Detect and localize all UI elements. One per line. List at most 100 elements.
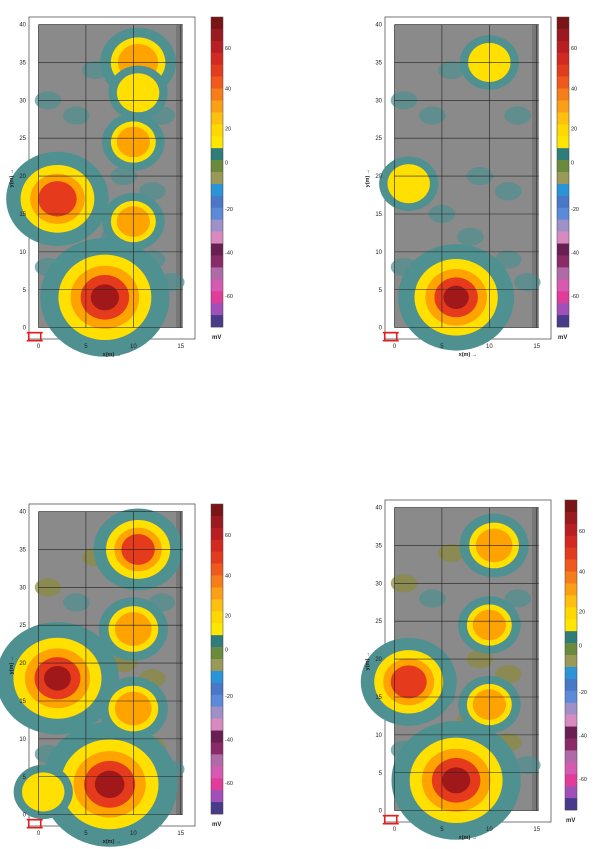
y-tick-label: 40 (375, 506, 382, 512)
colorbar-swatch (211, 136, 223, 149)
colorbar-swatch (211, 718, 223, 731)
y-tick-label: 25 (375, 136, 382, 142)
colorbar-swatch (557, 231, 569, 244)
anomaly-peak-5 (108, 65, 168, 120)
colorbar-tick-label: -40 (225, 251, 233, 257)
anomaly-peak-0 (398, 244, 515, 351)
survey-origin-icon (26, 331, 43, 342)
colorbar-tick-label: 40 (571, 86, 577, 92)
colorbar-swatch (211, 766, 223, 779)
x-axis-label: x(m) → (459, 352, 478, 358)
colorbar-swatch (211, 160, 223, 173)
colorbar-unit: mV (212, 822, 221, 828)
colorbar-swatch (211, 64, 223, 77)
x-tick-label: 10 (486, 344, 493, 350)
colorbar-swatch (557, 124, 569, 137)
colorbar-swatch (211, 100, 223, 113)
noise-patch (504, 106, 532, 125)
x-tick-label: 0 (37, 831, 41, 837)
colorbar-swatch (557, 64, 569, 77)
y-axis-label: y(m) → (365, 652, 371, 671)
y-tick-label: 35 (19, 547, 26, 553)
colorbar-tick-label: 20 (225, 127, 231, 133)
y-tick-label: 5 (23, 775, 27, 781)
colorbar-border (564, 499, 578, 811)
x-tick-label: 0 (393, 344, 397, 350)
grid-lines (394, 24, 539, 328)
anomaly-ring (44, 665, 71, 691)
noise-patch (63, 106, 90, 125)
x-tick-label: 10 (130, 344, 137, 350)
colorbar-swatch (565, 774, 577, 787)
colorbar-swatch (211, 52, 223, 65)
heatmap-panel-bottom-right: 0 5 10 15 0 5 10 15 20 25 30 35 40 x(m) → y(m) → 60 40 20… (360, 499, 587, 841)
noise-patch (495, 250, 522, 269)
colorbar-swatch (557, 160, 569, 173)
colorbar-tick-label: 0 (225, 648, 228, 654)
colorbar-swatch (557, 17, 569, 30)
colorbar-border (210, 503, 224, 815)
anomaly-ring (441, 767, 471, 794)
colorbar-unit: mV (212, 335, 221, 341)
colorbar-swatch (565, 750, 577, 763)
anomaly-peak-1 (379, 156, 439, 211)
colorbar-swatch (211, 611, 223, 624)
y-tick-label: 35 (19, 60, 26, 66)
colorbar-swatch (211, 587, 223, 600)
colorbar-swatch (211, 243, 223, 256)
survey-field (6, 24, 185, 357)
y-tick-label: 20 (375, 657, 382, 663)
colorbar-swatch (211, 659, 223, 672)
y-tick-label: 5 (379, 771, 383, 777)
colorbar-swatch (211, 267, 223, 280)
colorbar-swatch (557, 76, 569, 89)
colorbar-swatch (211, 195, 223, 209)
grid-lines (38, 511, 183, 815)
colorbar-swatch (211, 694, 223, 707)
colorbar-swatch (565, 702, 577, 715)
noise-patch (495, 182, 522, 201)
colorbar-border (210, 16, 224, 328)
y-tick-label: 15 (19, 212, 26, 218)
anomaly-ring (390, 665, 427, 699)
colorbar: 60 40 20 0 -20 -40 -60 mV (556, 16, 579, 341)
colorbar-swatch (211, 172, 223, 185)
x-tick-label: 0 (393, 827, 397, 833)
colorbar-swatch (557, 315, 569, 328)
colorbar-tick-label: 60 (225, 46, 231, 52)
colorbar-swatch (565, 571, 577, 584)
colorbar: 60 40 20 0 -20 -40 -60 mV (210, 503, 233, 828)
colorbar-tick-label: -20 (225, 694, 233, 700)
noise-patch (514, 756, 541, 775)
y-tick-label: 10 (19, 250, 26, 256)
colorbar-swatch (557, 172, 569, 185)
heatmap-panel-bottom-left: 0 5 10 15 0 5 10 15 20 25 30 35 40 x(m) → y(m) → 60 40 20… (0, 503, 233, 847)
x-tick-label: 5 (440, 344, 444, 350)
x-tick-label: 15 (533, 827, 540, 833)
noise-patch (457, 227, 484, 246)
colorbar-tick-label: 40 (579, 569, 585, 575)
y-tick-label: 15 (19, 699, 26, 705)
colorbar-swatch (557, 279, 569, 292)
survey-origin-icon (382, 814, 399, 825)
colorbar-tick-label: 40 (225, 86, 231, 92)
colorbar-swatch (211, 17, 223, 30)
colorbar-tick-label: -60 (571, 294, 579, 300)
colorbar-swatch (565, 559, 577, 572)
heatmap-panel-top-right: 0 5 10 15 0 5 10 15 20 25 30 35 40 x(m) → y(m) → 60 40 20… (365, 16, 579, 358)
y-tick-label: 25 (19, 136, 26, 142)
x-axis-label: x(m) → (459, 835, 478, 841)
survey-origin-icon (26, 818, 43, 829)
colorbar-swatch (211, 790, 223, 803)
colorbar-swatch (211, 504, 223, 517)
colorbar-swatch (565, 738, 577, 751)
x-tick-label: 15 (533, 344, 540, 350)
y-axis-label: y(m) → (9, 656, 15, 675)
y-tick-label: 0 (23, 813, 27, 819)
colorbar-swatch (557, 112, 569, 125)
colorbar-swatch (211, 527, 223, 541)
colorbar-swatch (557, 183, 569, 197)
anomaly-peak-1 (0, 621, 119, 735)
y-axis-label: y(m) → (9, 169, 15, 188)
colorbar-tick-label: 60 (225, 533, 231, 539)
